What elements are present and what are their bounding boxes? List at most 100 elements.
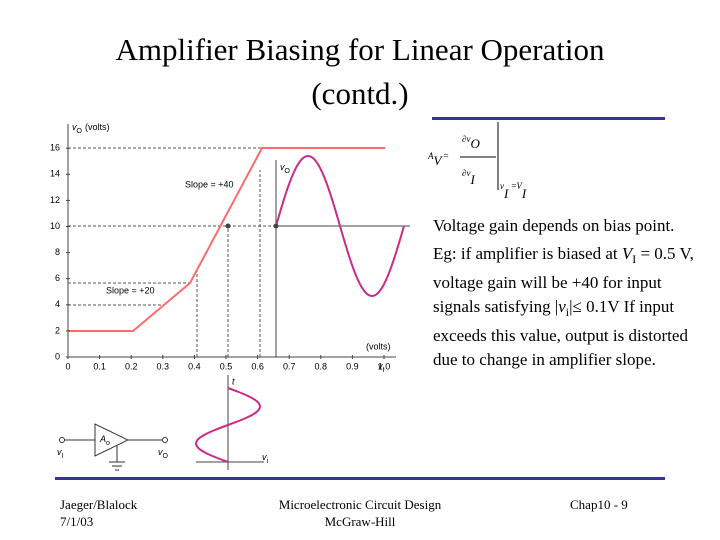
x-tick-label: 0.4 xyxy=(188,361,201,371)
author: Jaeger/Blalock xyxy=(60,497,138,512)
input-wave xyxy=(194,387,262,463)
amp-gain: Ao xyxy=(99,434,110,446)
footer-left: Jaeger/Blalock 7/1/03 xyxy=(60,496,137,530)
ticks: 0 2 4 6 8 10 12 14 16 0 0.1 0.2 0.3 0.4 0.5 0.6 0.7 0.8 0.… xyxy=(50,143,390,372)
symbol: ∂v xyxy=(462,134,470,144)
y-tick-label: 8 xyxy=(55,247,60,257)
text: = 0.5 V, voltage gain will be +40 for in… xyxy=(433,244,694,316)
y-tick-label: 4 xyxy=(55,299,60,309)
amp-input: vI xyxy=(57,447,64,459)
amp-output: vO xyxy=(158,447,169,459)
subscript: I xyxy=(632,252,637,266)
subscript: I xyxy=(521,186,527,201)
y-tick-label: 0 xyxy=(55,351,60,361)
x-tick-label: 0.8 xyxy=(315,361,328,371)
bias-point xyxy=(273,223,279,229)
y-axis-label: vO (volts) xyxy=(72,122,109,134)
x-tick-label: 0 xyxy=(65,361,70,371)
equals: = xyxy=(511,181,516,191)
relation: ≤ 0.1V xyxy=(572,297,620,316)
input-label: vi xyxy=(262,452,269,464)
bias-point xyxy=(225,223,231,229)
symbol: v xyxy=(378,361,383,371)
equals: = xyxy=(443,151,448,161)
y-tick-label: 12 xyxy=(50,195,60,205)
subscript: O xyxy=(77,128,83,135)
y-tick-label: 14 xyxy=(50,169,60,179)
symbol: v xyxy=(72,122,77,132)
x-tick-label: 0.6 xyxy=(251,361,264,371)
terminal xyxy=(162,437,168,443)
transfer-curve xyxy=(68,147,385,332)
symbol: V xyxy=(621,244,633,263)
subscript: V xyxy=(434,153,444,168)
guides xyxy=(68,147,276,357)
subscript: o xyxy=(106,440,110,447)
x-tick-label: 1.0 xyxy=(378,361,391,371)
y-tick-label: 6 xyxy=(55,273,60,283)
subscript: O xyxy=(470,136,480,151)
title: Amplifier Biasing for Linear Operation xyxy=(115,32,605,67)
footer-center: Microelectronic Circuit Design McGraw-Hil… xyxy=(230,496,490,530)
subscript: O xyxy=(163,453,169,460)
unit: (volts) xyxy=(85,122,110,132)
x-tick-label: 0.9 xyxy=(346,361,359,371)
title: (contd.) xyxy=(311,76,409,111)
symbol: A xyxy=(427,151,434,161)
condition: |vi|≤ 0.1V xyxy=(554,297,620,319)
time-label: t xyxy=(232,376,235,386)
symbol: v xyxy=(500,181,504,191)
lhs: AV = xyxy=(427,151,449,168)
y-tick-label: 16 xyxy=(50,143,60,153)
axes xyxy=(67,124,410,470)
subscript: I xyxy=(503,186,509,201)
x-tick-label: 0.3 xyxy=(157,361,170,371)
subscript: O xyxy=(285,168,291,175)
equation: AV = ∂vO ∂vI vI =VI xyxy=(427,122,527,201)
body: Voltage gain depends on bias point. Eg: … xyxy=(433,214,695,376)
x-tick-label: 0.7 xyxy=(283,361,296,371)
paragraph: Voltage gain depends on bias point. xyxy=(433,216,675,235)
x-axis-unit: (volts) xyxy=(366,341,391,351)
terminal xyxy=(59,437,65,443)
publisher: McGraw-Hill xyxy=(324,514,396,529)
abs: | xyxy=(569,297,573,316)
symbol: A xyxy=(99,434,106,444)
subscript: I xyxy=(383,367,385,374)
subscript: i xyxy=(565,305,570,319)
amp-symbol xyxy=(94,423,130,457)
x-tick-label: 0.5 xyxy=(220,361,233,371)
symbol: v xyxy=(158,447,163,457)
x-tick-label: 0.2 xyxy=(125,361,138,371)
x-tick-label: 0.1 xyxy=(93,361,106,371)
annotation: Slope = +40 xyxy=(185,179,234,189)
subscript: I xyxy=(469,172,475,187)
numerator: ∂vO xyxy=(462,134,480,151)
symbol: v xyxy=(57,447,62,457)
rule xyxy=(432,117,665,120)
y-tick-label: 2 xyxy=(55,325,60,335)
evaluation: vI =VI xyxy=(500,181,527,201)
symbol: ∂v xyxy=(462,168,470,178)
book: Microelectronic Circuit Design xyxy=(278,497,442,512)
symbol: v xyxy=(558,297,566,316)
paragraph: Eg: if amplifier is biased at VI = 0.5 V… xyxy=(433,242,695,372)
subscript: i xyxy=(267,458,269,465)
text: If input exceeds this value, output is d… xyxy=(433,297,688,369)
date: 7/1/03 xyxy=(60,514,94,529)
symbol: v xyxy=(280,162,285,172)
symbol: v xyxy=(262,452,267,462)
output-label: vO xyxy=(280,162,291,174)
x-axis-label: vI xyxy=(378,361,385,373)
subscript: I xyxy=(62,453,64,460)
output-wave xyxy=(275,154,405,298)
page-number: Chap10 - 9 xyxy=(570,497,628,512)
denominator: ∂vI xyxy=(462,168,475,187)
annotation: Slope = +20 xyxy=(106,285,155,295)
y-tick-label: 10 xyxy=(50,221,60,231)
rule xyxy=(55,477,665,480)
abs: | xyxy=(554,297,559,316)
symbol: V xyxy=(516,181,523,191)
